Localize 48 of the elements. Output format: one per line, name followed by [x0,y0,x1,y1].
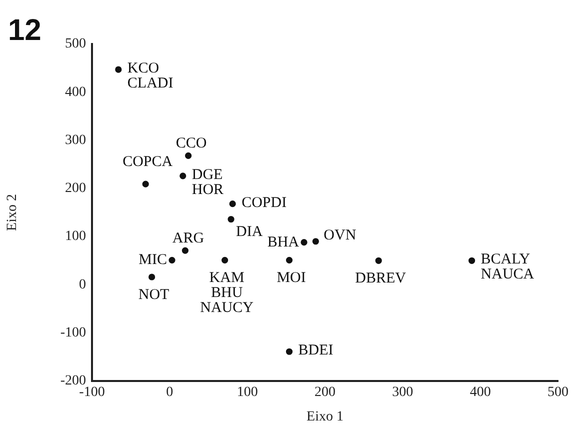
annotation: MIC [138,252,167,268]
annotation: CCO [176,136,207,152]
point [286,348,293,355]
annotation: DBREV [355,270,406,287]
annotation: MOI [276,270,306,286]
annotation: BHA [267,234,300,250]
point [468,257,476,264]
annotation: NOT [138,286,170,303]
annotation: COPDI [242,194,287,211]
y-tick-label: 200 [65,181,86,196]
point [182,247,188,254]
point [185,152,192,159]
y-tick-label: 400 [65,84,86,100]
annotation: ARG [172,230,204,246]
point [300,239,308,246]
annotation: COPCA [122,154,173,170]
annotation: BDEI [298,342,334,359]
point [148,274,156,280]
annotation: OVN [324,227,356,244]
x-tick-label: 200 [314,385,336,400]
y-tick-label: 500 [65,36,86,52]
point [228,216,234,223]
point [229,200,236,208]
y-tick-label: 0 [79,277,86,292]
x-tick-label: 400 [470,385,491,400]
x-tick-label: 0 [166,385,174,400]
y-tick-label: -100 [60,326,86,341]
x-tick-label: 500 [548,385,568,400]
y-tick-label: 100 [65,229,86,244]
annotation: KCO CLADI [127,60,174,92]
point [375,257,382,264]
annotation: BCALY NAUCA [480,252,534,283]
annotation: KAM BHU NAUCY [200,270,254,316]
annotation: DGE HOR [192,166,224,198]
point [180,172,186,180]
point [115,66,122,73]
point [142,180,149,188]
point [222,256,228,264]
x-axis-title: Eixo 1 [306,409,344,424]
x-tick-label: 300 [392,385,414,400]
point [168,256,176,264]
annotation: DIA [236,224,263,240]
x-tick-label: 100 [236,385,258,400]
point [286,256,293,264]
y-axis-title: Eixo 2 [5,194,20,231]
chart-title: 12 [8,14,42,47]
point [312,238,319,245]
y-tick-label: 300 [65,132,86,148]
